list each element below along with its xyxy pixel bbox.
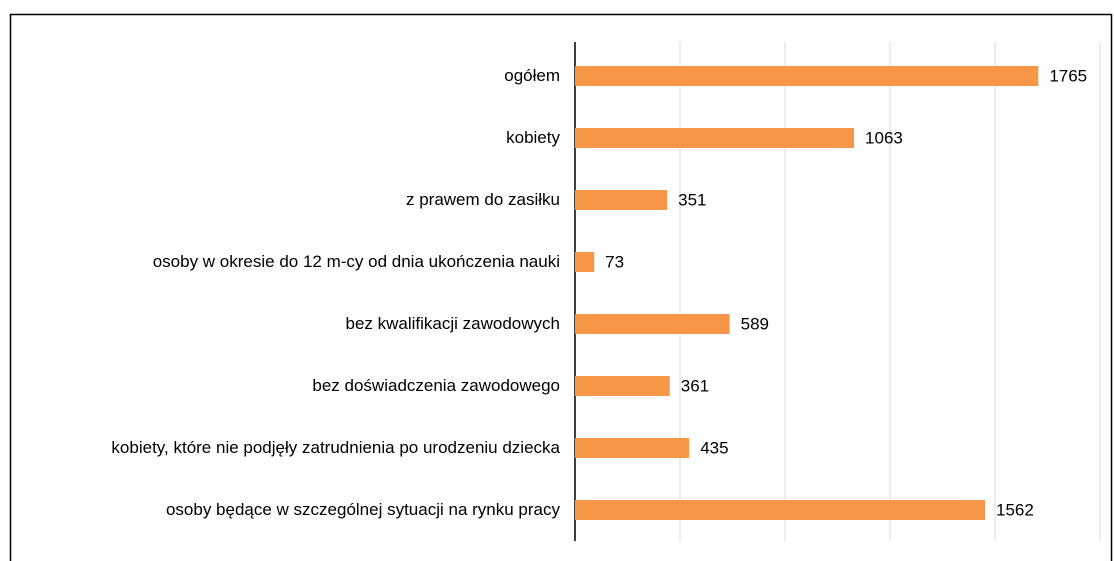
category-label: bez kwalifikacji zawodowych [345,314,560,333]
category-label: kobiety, które nie podjęły zatrudnienia … [111,438,560,457]
value-label: 1562 [996,500,1034,519]
category-label: osoby będące w szczególnej sytuacji na r… [165,500,560,519]
category-label: osoby w okresie do 12 m-cy od dnia ukońc… [152,252,560,271]
bar [575,438,690,458]
value-label: 1765 [1049,66,1087,85]
bar [575,500,986,520]
value-label: 1063 [865,128,903,147]
category-label: bez doświadczenia zawodowego [312,376,560,395]
value-label: 351 [678,190,706,209]
category-label: ogółem [504,66,560,85]
bar [575,66,1039,86]
bar [575,128,855,148]
value-label: 435 [700,438,728,457]
bar [575,190,668,210]
category-label: z prawem do zasiłku [405,190,560,209]
value-label: 361 [681,376,709,395]
category-label: kobiety [506,128,560,147]
bar [575,252,595,272]
bar [575,376,670,396]
value-label: 589 [741,314,769,333]
bar [575,314,730,334]
chart-frame [9,13,1113,561]
value-label: 73 [605,252,624,271]
